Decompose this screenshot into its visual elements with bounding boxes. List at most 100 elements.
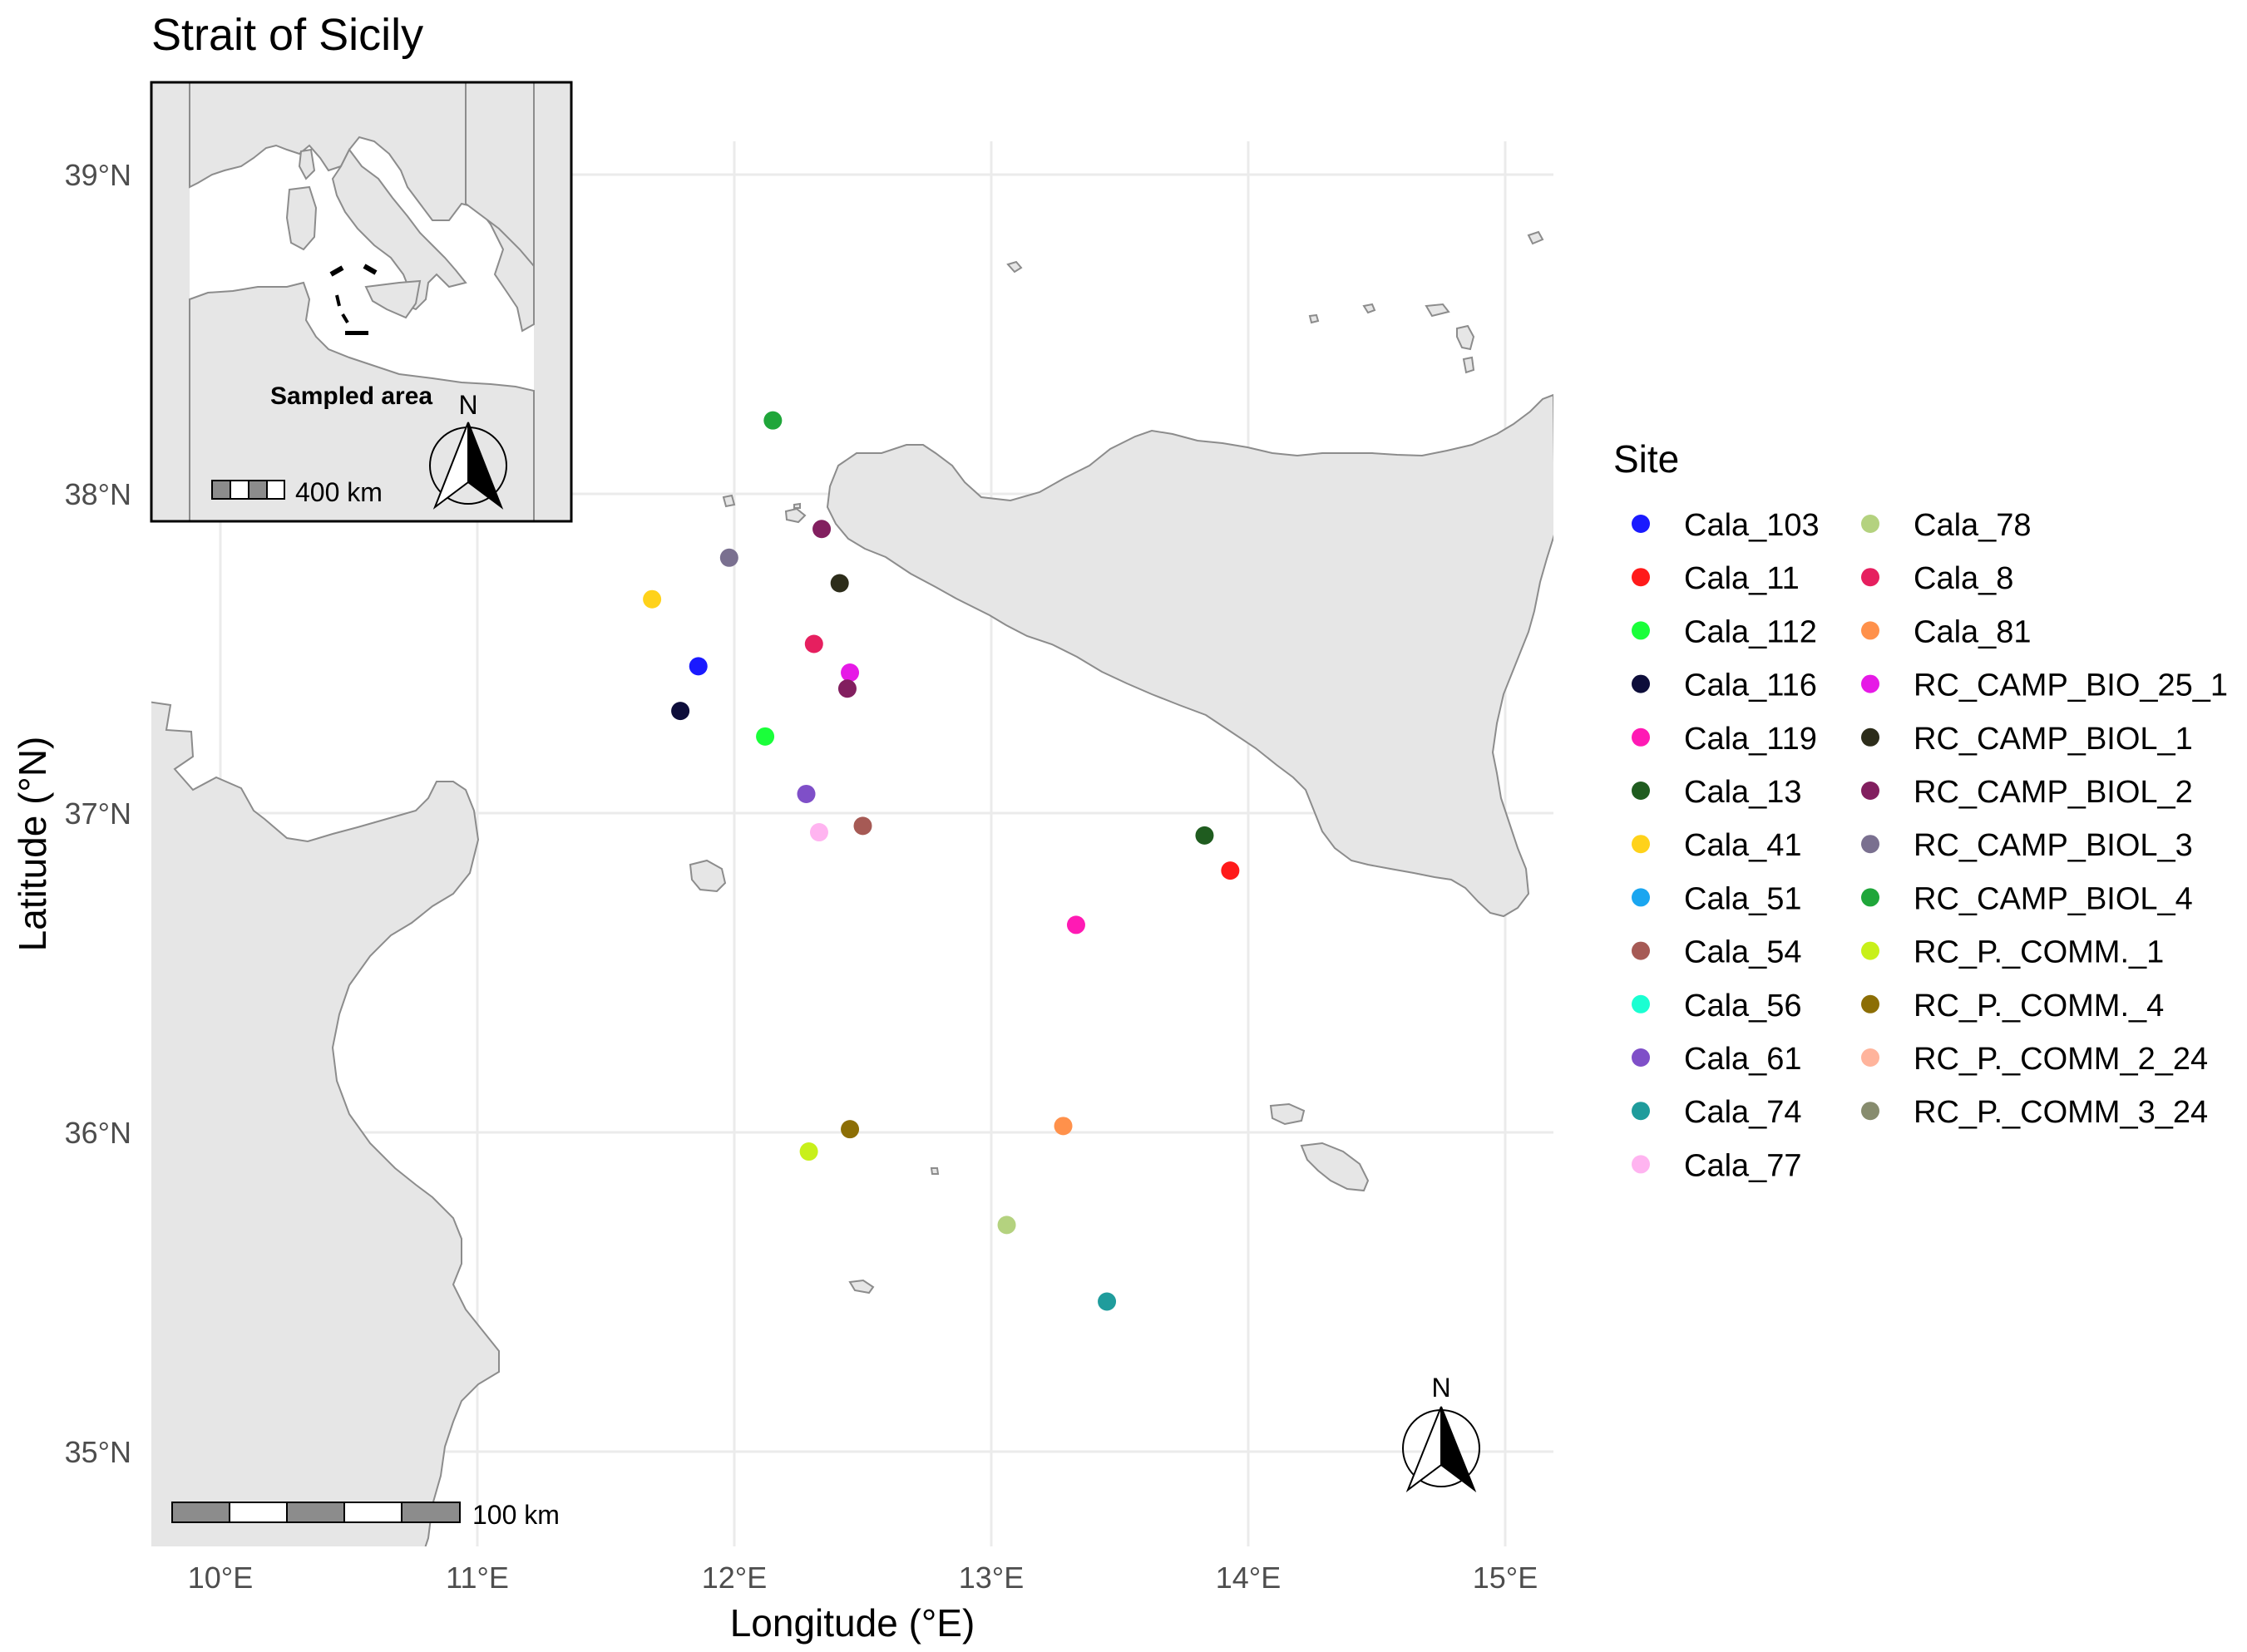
aeolian-island-4 (1456, 324, 1475, 351)
x-tick-label: 10°E (188, 1561, 253, 1595)
legend-swatch (1861, 888, 1879, 907)
legend-swatch (1861, 1048, 1879, 1067)
site-point (797, 784, 816, 803)
egadi-islet (793, 502, 801, 509)
pantelleria-island (689, 859, 727, 893)
legend-label: Cala_61 (1684, 1042, 1802, 1077)
legend-label: RC_CAMP_BIOL_1 (1914, 722, 2193, 757)
inset-sardinia (285, 185, 318, 251)
site-points (643, 411, 1240, 1311)
site-point (1195, 826, 1214, 845)
x-tick-label: 14°E (1216, 1561, 1281, 1595)
legend-title: Site (1613, 437, 1679, 481)
legend-swatch (1632, 727, 1650, 747)
aeolian-island-1 (1308, 313, 1320, 324)
map-panel: 10°E 11°E 12°E 13°E 14°E 15°E 35°N 36°N 37°N 38°… (11, 141, 1553, 1645)
legend-swatch (1632, 568, 1650, 587)
legend-label: RC_P._COMM._1 (1914, 935, 2164, 970)
site-point (1054, 1117, 1073, 1136)
inset-africa (189, 281, 535, 521)
legend-swatch (1632, 994, 1650, 1013)
ustica-island (1006, 260, 1023, 274)
favignana-island (784, 507, 807, 524)
aeolian-island-3 (1425, 303, 1450, 318)
legend-swatch (1861, 782, 1879, 800)
legend-swatch (1861, 515, 1879, 533)
site-point (689, 657, 708, 676)
legend-label: RC_CAMP_BIOL_3 (1914, 828, 2193, 863)
north-arrow-label: N (1431, 1373, 1450, 1403)
inset-europe (189, 82, 535, 333)
legend-label: Cala_8 (1914, 561, 2013, 596)
legend-label: Cala_56 (1684, 989, 1802, 1023)
y-axis-label: Latitude (°N) (11, 737, 54, 952)
legend-swatch (1861, 1102, 1879, 1121)
site-point (830, 574, 849, 593)
site-point (1066, 915, 1085, 934)
site-point (643, 589, 662, 609)
legend-label: Cala_51 (1684, 881, 1802, 916)
legend-label: RC_P._COMM_2_24 (1914, 1042, 2208, 1077)
legend-swatch (1861, 994, 1879, 1013)
inset-sicily (364, 279, 422, 319)
x-axis-label: Longitude (°E) (730, 1601, 975, 1645)
legend-label: RC_CAMP_BIOL_4 (1914, 881, 2193, 916)
inset-north-label: N (458, 390, 477, 420)
y-tick-label: 35°N (65, 1435, 131, 1469)
x-tick-label: 11°E (446, 1561, 509, 1595)
site-point (997, 1216, 1016, 1235)
site-point (837, 679, 857, 698)
site-point (799, 1142, 818, 1161)
legend-label: Cala_103 (1684, 508, 1820, 543)
legend-label: Cala_11 (1684, 561, 1800, 596)
linosa-island (930, 1167, 940, 1175)
legend-swatch (1861, 941, 1879, 960)
tunisia-land (151, 701, 500, 1546)
x-axis-ticks: 10°E 11°E 12°E 13°E 14°E 15°E (188, 1561, 1538, 1595)
legend-swatch (1632, 941, 1650, 960)
legend-swatch (1861, 568, 1879, 587)
x-tick-label: 13°E (959, 1561, 1024, 1595)
inset-map: Sampled area 400 km N (150, 81, 573, 523)
site-point (763, 411, 783, 430)
legend-swatch (1632, 515, 1650, 533)
legend-label: Cala_81 (1914, 614, 2032, 649)
legend-label: Cala_41 (1684, 828, 1802, 863)
y-tick-label: 38°N (65, 477, 131, 511)
site-point (756, 727, 775, 746)
legend-label: Cala_77 (1684, 1148, 1802, 1183)
land-layer (151, 230, 1553, 1546)
inset-corsica (298, 148, 316, 180)
legend-swatch (1861, 674, 1879, 693)
gozo-island (1269, 1102, 1306, 1126)
inset-scale-label: 400 km (295, 477, 383, 507)
legend-label: RC_P._COMM_3_24 (1914, 1095, 2208, 1130)
legend-items: Cala_103 Cala_11 Cala_112 Cala_116 Cala_119 C… (1632, 508, 2228, 1183)
site-point (671, 702, 690, 721)
legend-label: Cala_78 (1914, 508, 2032, 543)
site-point (841, 663, 860, 683)
malta-island (1300, 1142, 1370, 1192)
legend-label: RC_P._COMM._4 (1914, 989, 2164, 1023)
legend-swatch (1632, 674, 1650, 693)
aeolian-island-2 (1362, 303, 1376, 314)
site-point (804, 634, 823, 653)
inset-north-arrow: N (429, 390, 507, 510)
legend-label: Cala_74 (1684, 1095, 1802, 1130)
y-tick-label: 37°N (65, 796, 131, 831)
site-point (1098, 1292, 1117, 1311)
legend-swatch (1632, 782, 1650, 800)
legend-label: Cala_13 (1684, 775, 1802, 810)
inset-italy (331, 148, 467, 311)
marettimo-island (722, 494, 736, 508)
legend-swatch (1861, 621, 1879, 640)
legend-label: RC_CAMP_BIOL_2 (1914, 775, 2193, 810)
aeolian-island-5 (1462, 356, 1475, 374)
stromboli-island (1527, 230, 1544, 245)
lampedusa-island (848, 1279, 875, 1294)
legend-swatch (1632, 1102, 1650, 1121)
legend-label: Cala_116 (1684, 668, 1817, 703)
site-point (809, 823, 828, 842)
site-point (853, 816, 872, 836)
legend-label: Cala_54 (1684, 935, 1802, 970)
